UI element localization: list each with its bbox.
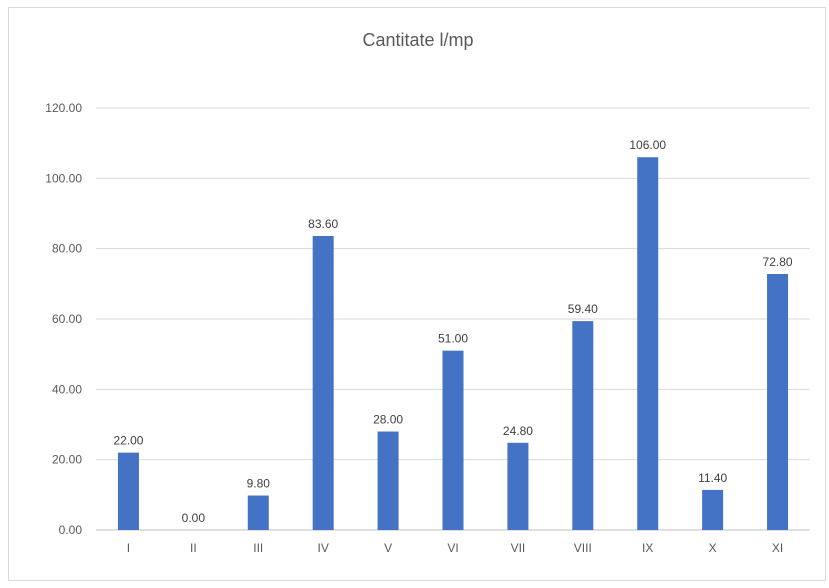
chart-frame: Cantitate l/mp <box>8 7 826 581</box>
y-tick-label: 60.00 <box>52 312 82 326</box>
y-tick-label: 120.00 <box>45 101 82 115</box>
bar-IV <box>312 236 334 531</box>
x-tick-label: IX <box>642 541 653 555</box>
data-label: 59.40 <box>568 302 598 316</box>
data-label: 9.80 <box>247 477 271 491</box>
bar-V <box>377 431 399 530</box>
x-tick-label: X <box>709 541 717 555</box>
x-tick-label: XI <box>772 541 783 555</box>
data-label: 72.80 <box>763 255 793 269</box>
x-tick-label: V <box>384 541 392 555</box>
x-tick-label: VII <box>511 541 526 555</box>
y-tick-label: 40.00 <box>52 382 82 396</box>
y-tick-label: 20.00 <box>52 453 82 467</box>
bar-III <box>247 495 269 530</box>
data-label: 0.00 <box>182 511 206 525</box>
data-label: 106.00 <box>629 138 666 152</box>
x-tick-label: VI <box>447 541 458 555</box>
data-label: 22.00 <box>113 434 143 448</box>
bar-X <box>702 489 724 530</box>
bar-VII <box>507 442 529 530</box>
x-tick-label: III <box>253 541 263 555</box>
x-tick-label: VIII <box>574 541 592 555</box>
data-label: 51.00 <box>438 332 468 346</box>
bar-IX <box>637 157 659 530</box>
bar-XI <box>767 273 789 530</box>
y-tick-label: 80.00 <box>52 242 82 256</box>
data-label: 24.80 <box>503 424 533 438</box>
bar-I <box>117 452 139 530</box>
bar-VIII <box>572 321 594 530</box>
x-tick-label: I <box>127 541 130 555</box>
chart-title: Cantitate l/mp <box>362 30 474 50</box>
y-tick-label: 0.00 <box>59 523 83 537</box>
data-label: 11.40 <box>698 471 727 485</box>
bar-VI <box>442 350 464 530</box>
x-tick-label: IV <box>318 541 329 555</box>
y-tick-label: 100.00 <box>45 171 82 185</box>
x-tick-label: II <box>190 541 197 555</box>
data-label: 83.60 <box>308 217 338 231</box>
data-label: 28.00 <box>373 413 403 427</box>
